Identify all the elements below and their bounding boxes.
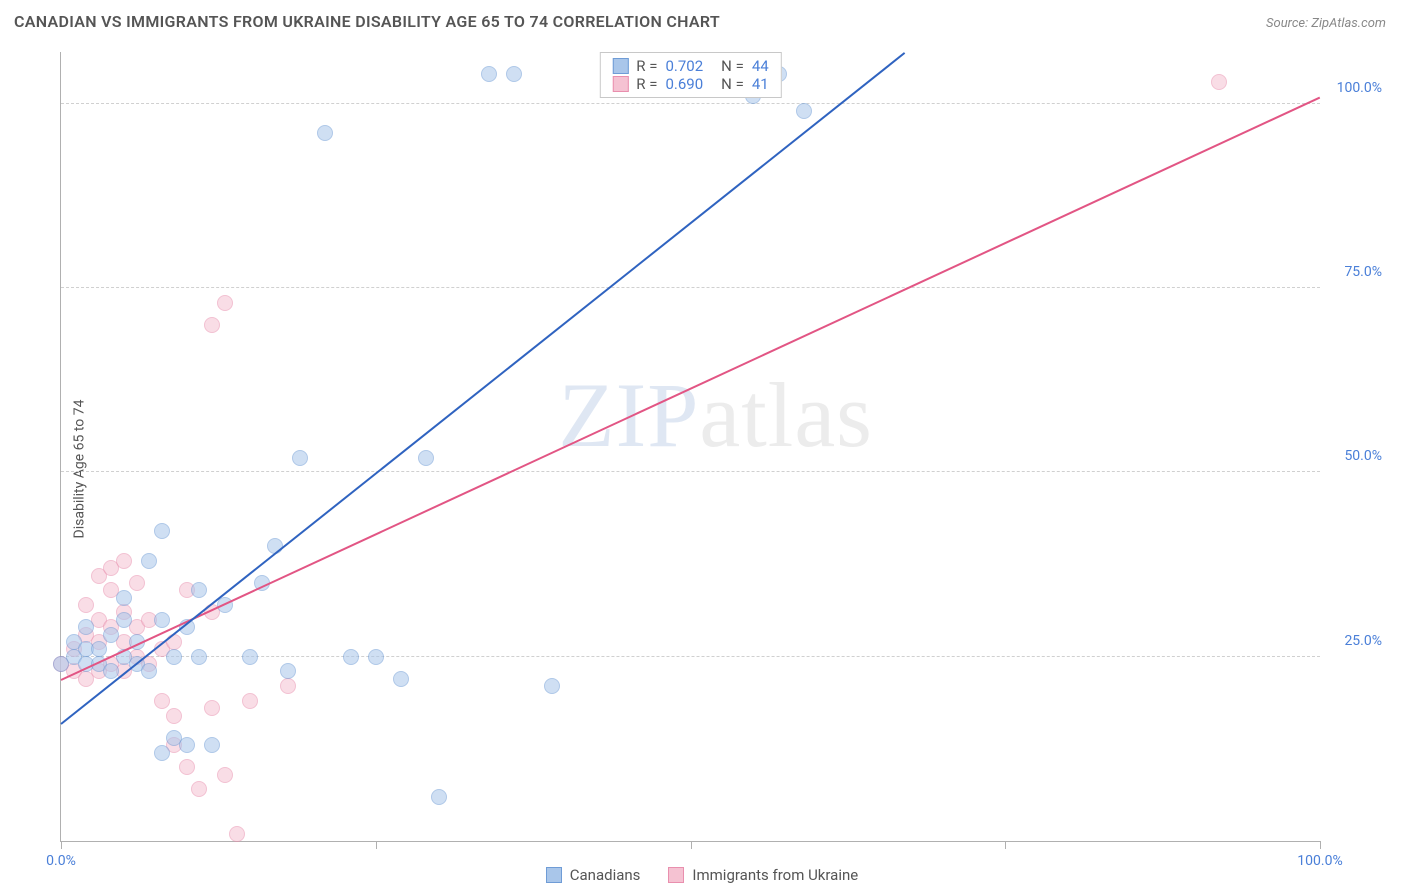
x-tick	[691, 841, 692, 849]
scatter-point	[204, 737, 220, 753]
scatter-point	[179, 759, 195, 775]
scatter-point	[191, 649, 207, 665]
scatter-point	[280, 663, 296, 679]
scatter-point	[506, 66, 522, 82]
legend-stats-row: R = 0.702 N = 44	[612, 57, 768, 75]
legend-r-label: R =	[636, 57, 657, 75]
scatter-point	[141, 663, 157, 679]
scatter-point	[317, 125, 333, 141]
scatter-point	[217, 295, 233, 311]
scatter-point	[204, 317, 220, 333]
legend-label: Canadians	[570, 866, 641, 884]
chart-title: CANADIAN VS IMMIGRANTS FROM UKRAINE DISA…	[14, 12, 720, 31]
scatter-point	[179, 737, 195, 753]
x-tick	[61, 841, 62, 849]
scatter-point	[431, 789, 447, 805]
scatter-point	[217, 767, 233, 783]
legend-n-value: 41	[752, 75, 769, 93]
legend-stats-row: R = 0.690 N = 41	[612, 75, 768, 93]
x-tick	[376, 841, 377, 849]
scatter-point	[129, 575, 145, 591]
plot-region: ZIPatlas R =0.702N =44R =0.690N =41 25.0…	[60, 52, 1320, 842]
legend-stats: R = 0.702 N = 44 R = 0.690 N = 41	[599, 52, 781, 98]
header: CANADIAN VS IMMIGRANTS FROM UKRAINE DISA…	[0, 0, 1406, 39]
gridline	[61, 103, 1320, 104]
scatter-point	[154, 745, 170, 761]
trend-line	[60, 52, 905, 725]
legend-swatch	[612, 58, 628, 74]
gridline	[61, 471, 1320, 472]
watermark-atlas: atlas	[699, 364, 873, 466]
legend-r-label: R =	[636, 75, 657, 93]
scatter-point	[481, 66, 497, 82]
scatter-point	[204, 700, 220, 716]
scatter-point	[191, 781, 207, 797]
scatter-point	[166, 708, 182, 724]
gridline	[61, 287, 1320, 288]
scatter-point	[78, 597, 94, 613]
scatter-point	[280, 678, 296, 694]
scatter-point	[292, 450, 308, 466]
legend-n-label: N =	[721, 57, 744, 75]
legend-swatch	[546, 867, 562, 883]
scatter-point	[154, 612, 170, 628]
legend-item: Immigrants from Ukraine	[668, 866, 858, 884]
legend-n-value: 44	[752, 57, 769, 75]
y-tick-label: 75.0%	[1344, 264, 1382, 280]
scatter-point	[166, 649, 182, 665]
y-tick-label: 100.0%	[1337, 80, 1382, 96]
scatter-point	[242, 693, 258, 709]
scatter-point	[154, 523, 170, 539]
legend-r-value: 0.702	[665, 57, 703, 75]
scatter-point	[154, 693, 170, 709]
scatter-point	[393, 671, 409, 687]
scatter-point	[116, 590, 132, 606]
scatter-point	[191, 582, 207, 598]
scatter-point	[242, 649, 258, 665]
scatter-point	[544, 678, 560, 694]
scatter-point	[91, 641, 107, 657]
legend-swatch	[612, 76, 628, 92]
scatter-point	[418, 450, 434, 466]
chart-area: Disability Age 65 to 74 ZIPatlas R =0.70…	[14, 46, 1390, 892]
legend-label: Immigrants from Ukraine	[692, 866, 858, 884]
scatter-point	[368, 649, 384, 665]
legend-bottom: Canadians Immigrants from Ukraine	[14, 866, 1390, 884]
y-tick-label: 25.0%	[1344, 633, 1382, 649]
scatter-point	[116, 553, 132, 569]
x-tick	[1005, 841, 1006, 849]
legend-n-label: N =	[721, 75, 744, 93]
scatter-point	[141, 553, 157, 569]
legend-item: Canadians	[546, 866, 641, 884]
scatter-point	[1211, 74, 1227, 90]
legend-swatch	[668, 867, 684, 883]
scatter-point	[78, 619, 94, 635]
x-tick	[1320, 841, 1321, 849]
scatter-point	[103, 627, 119, 643]
trend-line	[61, 96, 1321, 680]
legend-r-value: 0.690	[665, 75, 703, 93]
source-label: Source: ZipAtlas.com	[1266, 16, 1386, 31]
scatter-point	[116, 612, 132, 628]
scatter-point	[343, 649, 359, 665]
scatter-point	[229, 826, 245, 842]
y-tick-label: 50.0%	[1344, 448, 1382, 464]
scatter-point	[796, 103, 812, 119]
